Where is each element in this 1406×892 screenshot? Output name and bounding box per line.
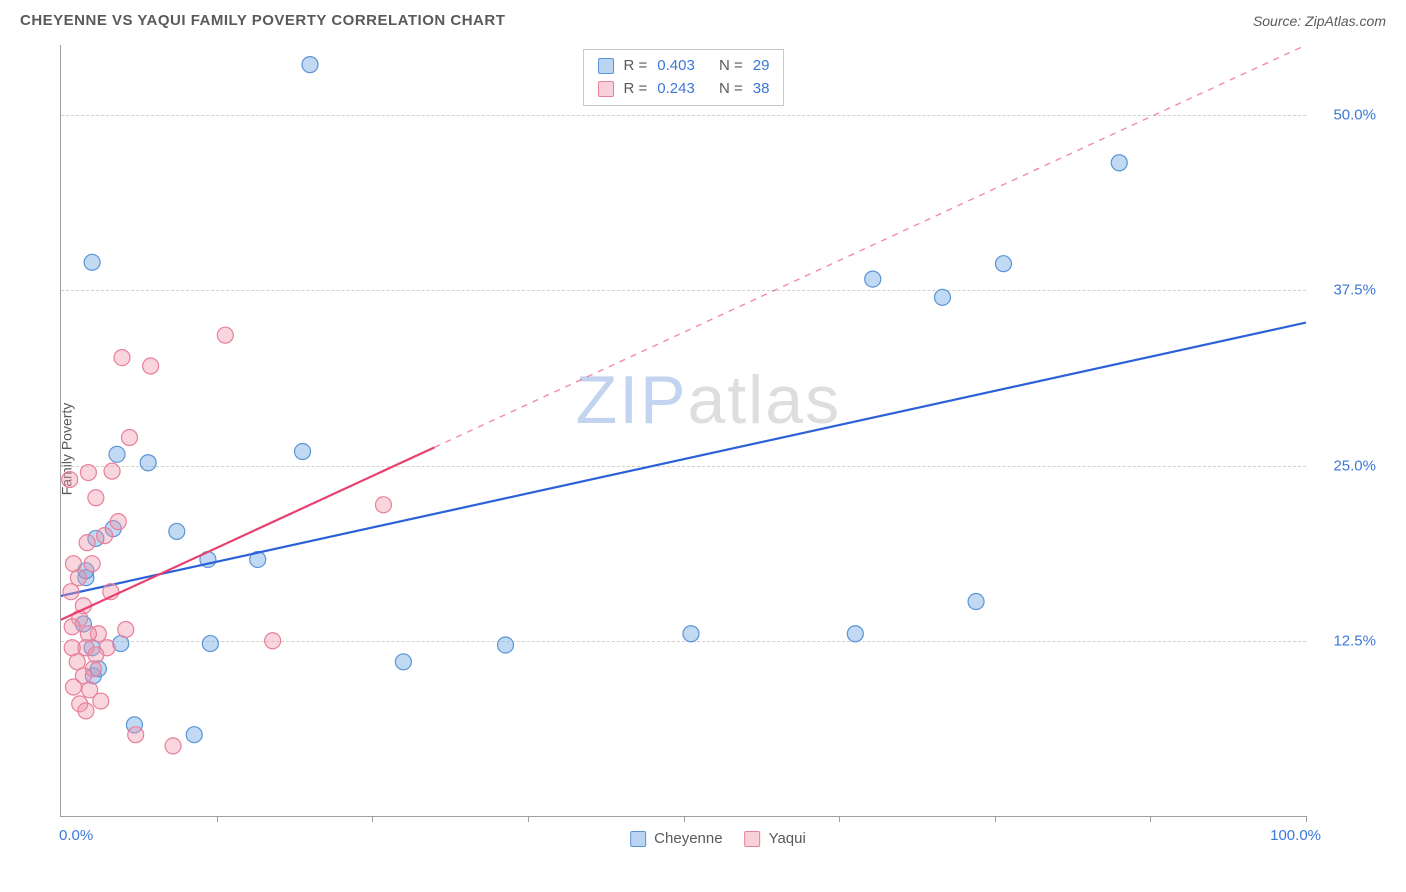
chart-header: CHEYENNE VS YAQUI FAMILY POVERTY CORRELA… xyxy=(0,0,1406,37)
legend-row-cheyenne: R = 0.403 N = 29 xyxy=(598,55,770,78)
n-label: N = xyxy=(719,78,743,101)
x-tick xyxy=(217,816,218,822)
data-point xyxy=(217,327,233,343)
data-point xyxy=(128,727,144,743)
r-value-yaqui: 0.243 xyxy=(657,78,695,101)
x-tick xyxy=(372,816,373,822)
r-label: R = xyxy=(624,55,648,78)
data-point xyxy=(63,584,79,600)
x-tick xyxy=(839,816,840,822)
data-point xyxy=(97,528,113,544)
y-tick-label: 25.0% xyxy=(1333,457,1376,474)
data-point xyxy=(78,703,94,719)
x-tick xyxy=(528,816,529,822)
y-tick-label: 12.5% xyxy=(1333,632,1376,649)
data-point xyxy=(114,350,130,366)
x-axis-max-label: 100.0% xyxy=(1270,827,1321,844)
trend-line-dashed xyxy=(435,45,1307,447)
legend-label-yaqui: Yaqui xyxy=(769,830,806,847)
data-point xyxy=(65,679,81,695)
data-point xyxy=(995,256,1011,272)
r-value-cheyenne: 0.403 xyxy=(657,55,695,78)
chart-source: Source: ZipAtlas.com xyxy=(1253,13,1386,29)
swatch-yaqui-icon xyxy=(598,81,614,97)
data-point xyxy=(169,523,185,539)
scatter-svg xyxy=(61,45,1306,816)
data-point xyxy=(110,514,126,530)
data-point xyxy=(165,738,181,754)
data-point xyxy=(88,490,104,506)
data-point xyxy=(186,727,202,743)
swatch-cheyenne-icon xyxy=(630,831,646,847)
x-tick xyxy=(995,816,996,822)
data-point xyxy=(118,622,134,638)
data-point xyxy=(93,693,109,709)
data-point xyxy=(140,455,156,471)
data-point xyxy=(121,430,137,446)
data-point xyxy=(64,619,80,635)
swatch-yaqui-icon xyxy=(745,831,761,847)
data-point xyxy=(143,358,159,374)
data-point xyxy=(295,444,311,460)
data-point xyxy=(847,626,863,642)
y-tick-label: 37.5% xyxy=(1333,282,1376,299)
correlation-legend: R = 0.403 N = 29 R = 0.243 N = 38 xyxy=(583,49,785,106)
x-tick xyxy=(684,816,685,822)
y-tick-label: 50.0% xyxy=(1333,107,1376,124)
data-point xyxy=(70,570,86,586)
data-point xyxy=(265,633,281,649)
data-point xyxy=(302,57,318,73)
data-point xyxy=(109,446,125,462)
legend-row-yaqui: R = 0.243 N = 38 xyxy=(598,78,770,101)
x-axis-min-label: 0.0% xyxy=(59,827,93,844)
n-value-yaqui: 38 xyxy=(753,78,770,101)
n-label: N = xyxy=(719,55,743,78)
data-point xyxy=(375,497,391,513)
legend-item-yaqui: Yaqui xyxy=(745,830,806,847)
data-point xyxy=(84,254,100,270)
trend-line xyxy=(61,323,1306,596)
data-point xyxy=(80,465,96,481)
data-point xyxy=(968,594,984,610)
data-point xyxy=(80,626,96,642)
plot-region: ZIPatlas R = 0.403 N = 29 R = 0.243 N = … xyxy=(60,45,1306,817)
data-point xyxy=(84,556,100,572)
data-point xyxy=(934,289,950,305)
x-tick xyxy=(1150,816,1151,822)
data-point xyxy=(79,535,95,551)
data-point xyxy=(683,626,699,642)
data-point xyxy=(62,472,78,488)
chart-area: Family Poverty ZIPatlas R = 0.403 N = 29… xyxy=(50,45,1386,852)
series-legend: Cheyenne Yaqui xyxy=(630,830,806,847)
chart-title: CHEYENNE VS YAQUI FAMILY POVERTY CORRELA… xyxy=(20,12,505,29)
r-label: R = xyxy=(624,78,648,101)
x-tick xyxy=(1306,816,1307,822)
swatch-cheyenne-icon xyxy=(598,58,614,74)
data-point xyxy=(865,271,881,287)
data-point xyxy=(202,636,218,652)
data-point xyxy=(395,654,411,670)
data-point xyxy=(104,463,120,479)
n-value-cheyenne: 29 xyxy=(753,55,770,78)
legend-label-cheyenne: Cheyenne xyxy=(654,830,722,847)
legend-item-cheyenne: Cheyenne xyxy=(630,830,722,847)
data-point xyxy=(88,647,104,663)
data-point xyxy=(1111,155,1127,171)
data-point xyxy=(497,637,513,653)
